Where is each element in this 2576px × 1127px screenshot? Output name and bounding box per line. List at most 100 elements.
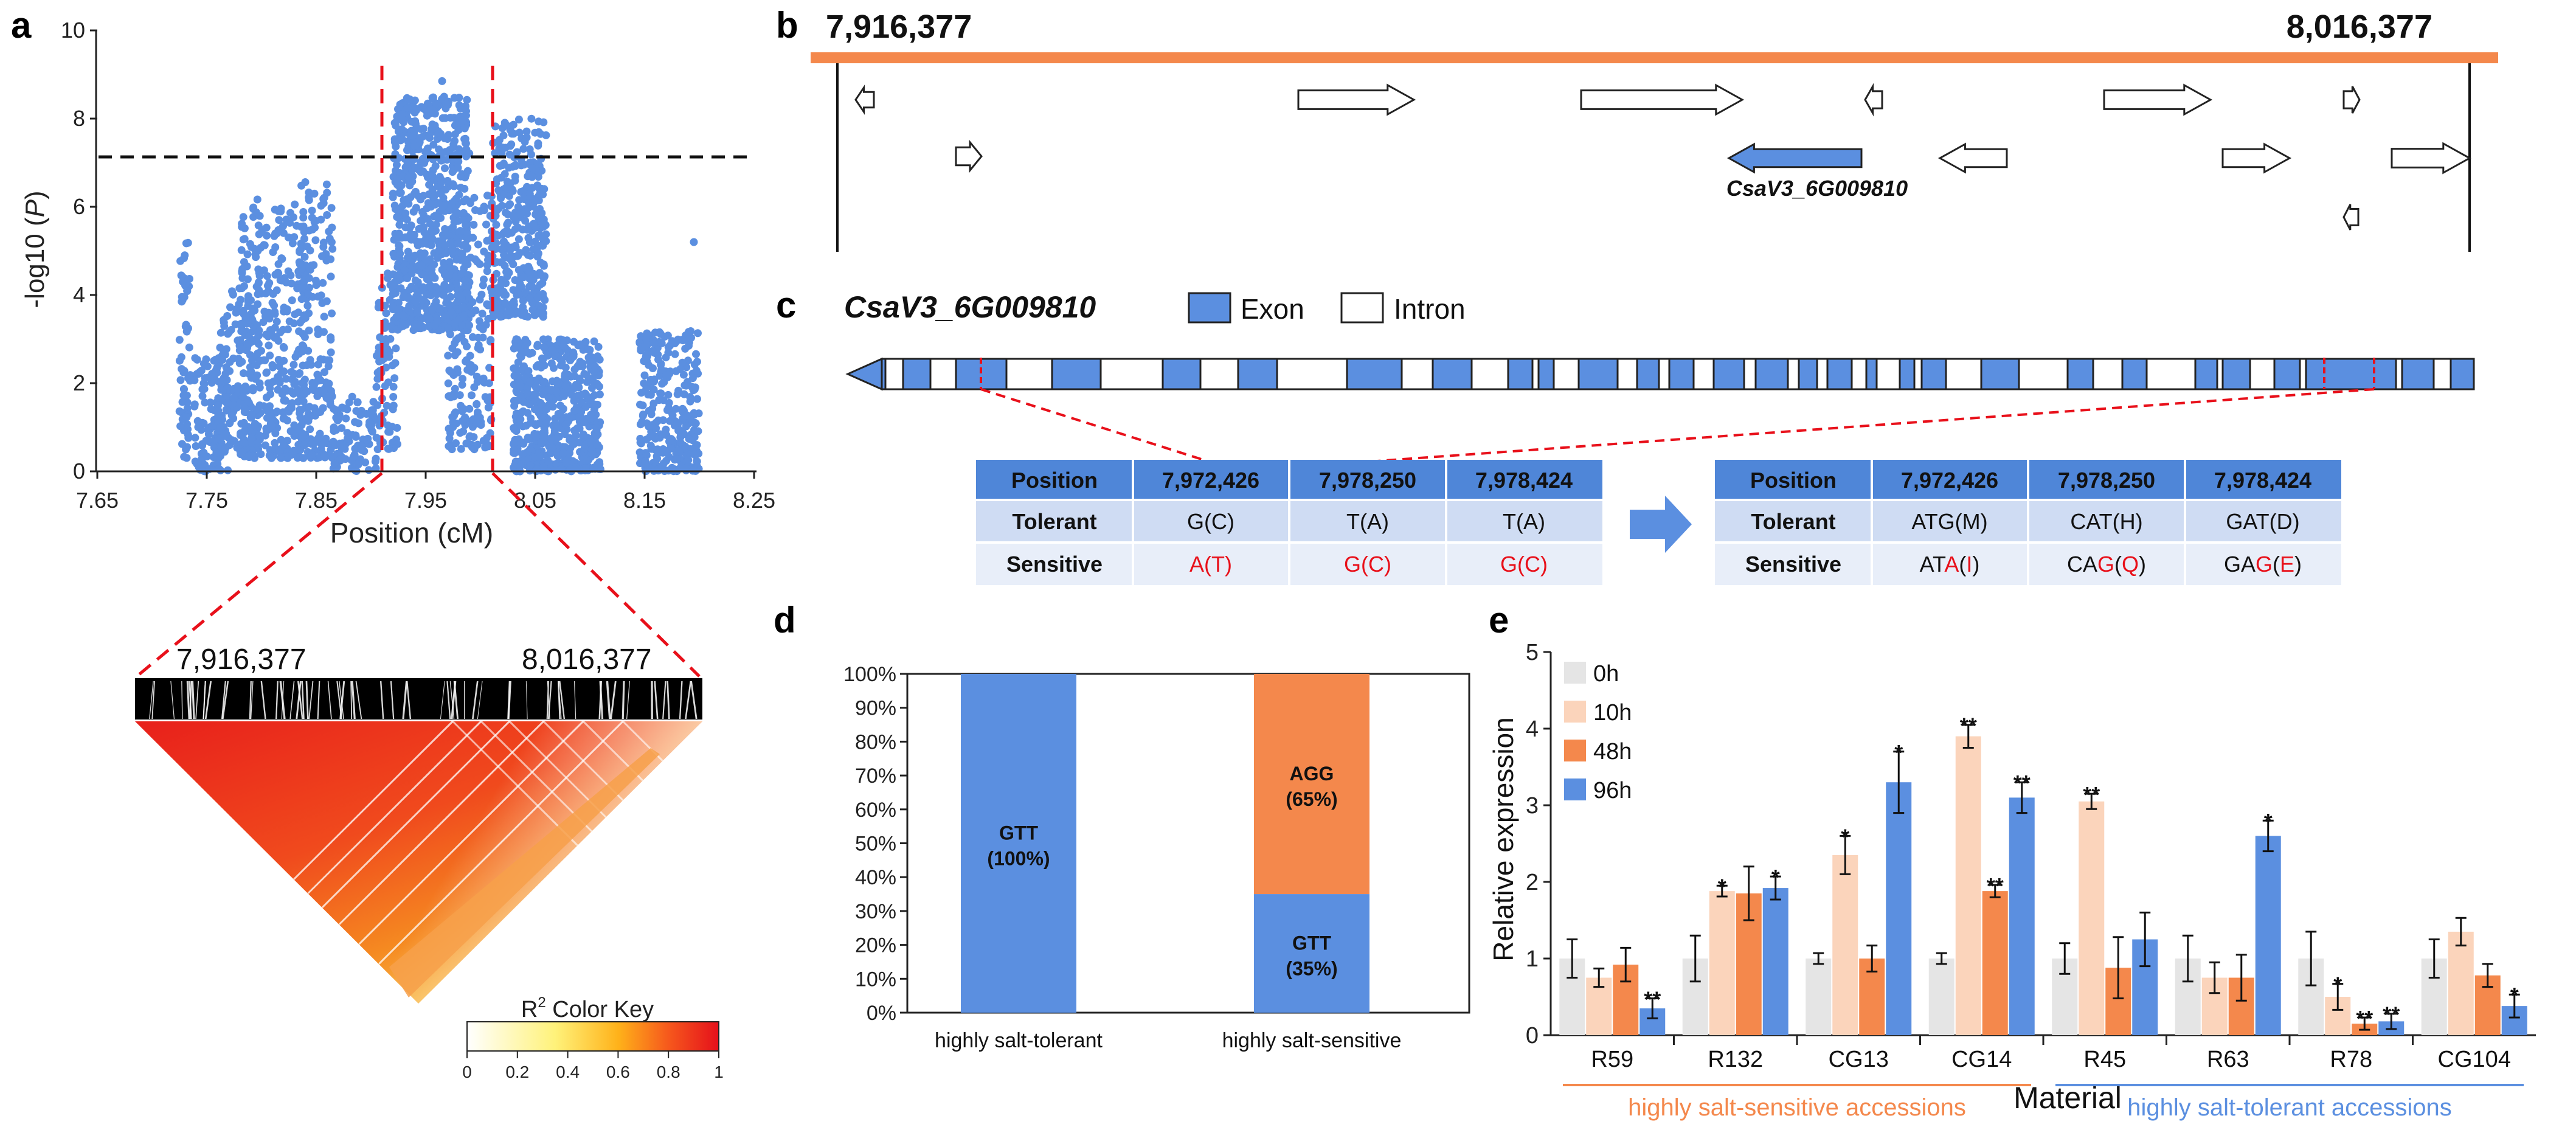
snp-point bbox=[590, 337, 598, 345]
snp-point bbox=[228, 436, 237, 445]
snp-point bbox=[399, 311, 407, 320]
snp-point bbox=[513, 335, 521, 344]
snp-point bbox=[463, 366, 472, 374]
snp-point bbox=[500, 190, 508, 199]
snp-point bbox=[480, 276, 488, 283]
snp-point bbox=[524, 251, 532, 259]
snp-point bbox=[657, 462, 666, 470]
manhattan-x-ticks: 7.65 7.75 7.85 7.95 8.05 8.15 8.25 bbox=[76, 471, 775, 513]
snp-point bbox=[548, 345, 556, 354]
snp-point bbox=[488, 313, 497, 321]
snp-point bbox=[459, 216, 467, 224]
snp-point bbox=[450, 218, 459, 226]
snp-point bbox=[580, 418, 589, 426]
snp-point bbox=[589, 450, 597, 459]
snp-point bbox=[291, 200, 299, 209]
stacked-bars: GTT (100%) GTT (35%) AGG (65%) bbox=[961, 674, 1369, 1013]
snp-point bbox=[281, 396, 289, 404]
gene-arrow bbox=[1937, 142, 2008, 174]
expression-bar bbox=[2255, 836, 2281, 1035]
snp-point bbox=[427, 241, 435, 249]
snp-point bbox=[428, 124, 436, 133]
snp-point bbox=[678, 404, 687, 413]
snp-point bbox=[510, 446, 518, 454]
snp-point bbox=[539, 355, 547, 364]
exon-block bbox=[2066, 358, 2094, 390]
snp-point bbox=[474, 341, 483, 349]
y-tick-label: 90% bbox=[855, 697, 896, 720]
snp-point bbox=[423, 275, 431, 283]
snp-point bbox=[193, 355, 201, 364]
snp-point bbox=[224, 328, 233, 337]
snp-point bbox=[502, 268, 511, 276]
locus-bar bbox=[811, 52, 2498, 63]
snp-point bbox=[436, 189, 445, 198]
snp-point bbox=[445, 206, 454, 215]
snp-point bbox=[444, 100, 452, 109]
table-cell: 7,972,426 bbox=[1901, 468, 1998, 493]
snp-point bbox=[643, 420, 652, 428]
snp-point bbox=[453, 365, 462, 373]
snp-point bbox=[478, 310, 486, 318]
snp-point bbox=[304, 347, 313, 355]
gene-arrow bbox=[2391, 142, 2472, 175]
codon-table: Position 7,972,426 7,978,250 7,978,424 T… bbox=[1715, 460, 2341, 585]
snp-point bbox=[446, 114, 455, 122]
snp-point bbox=[448, 168, 457, 176]
significance-marker: * bbox=[2264, 809, 2273, 834]
snp-point bbox=[540, 185, 549, 193]
expression-bar bbox=[1886, 782, 1912, 1035]
snp-point bbox=[496, 313, 505, 321]
snp-point bbox=[558, 358, 566, 366]
snp-point bbox=[386, 348, 393, 356]
snp-point bbox=[424, 199, 432, 207]
snp-point bbox=[285, 317, 294, 325]
manhattan-y-label: -log10 (P) bbox=[20, 190, 50, 308]
snp-point bbox=[410, 142, 418, 150]
snp-point bbox=[403, 103, 412, 112]
color-key-r: R bbox=[521, 997, 538, 1022]
snp-point bbox=[234, 382, 242, 390]
snp-point bbox=[216, 328, 225, 337]
panel-d-letter: d bbox=[774, 600, 796, 640]
snp-point bbox=[682, 422, 690, 431]
exon-block bbox=[1346, 358, 1403, 390]
snp-point bbox=[330, 459, 339, 468]
exon-block bbox=[1798, 358, 1818, 390]
snp-point bbox=[446, 263, 454, 271]
snp-point bbox=[513, 397, 522, 405]
snp-point bbox=[395, 234, 403, 241]
snp-point bbox=[403, 233, 411, 241]
snp-point bbox=[671, 350, 679, 358]
snp-point bbox=[258, 226, 266, 234]
snp-point bbox=[503, 220, 511, 229]
expression-y-label: Relative expression bbox=[1487, 717, 1519, 961]
snp-point bbox=[501, 299, 510, 307]
snp-point bbox=[272, 317, 281, 326]
snp-point bbox=[437, 175, 445, 184]
snp-point bbox=[373, 375, 382, 383]
snp-point bbox=[511, 217, 520, 226]
snp-point bbox=[673, 455, 681, 463]
snp-point bbox=[588, 384, 596, 392]
snp-point bbox=[303, 387, 311, 396]
snp-point bbox=[246, 363, 254, 372]
snp-point bbox=[240, 235, 249, 243]
snp-point bbox=[465, 321, 473, 330]
snp-point bbox=[239, 213, 248, 221]
snp-point bbox=[407, 117, 416, 126]
snp-point bbox=[456, 227, 465, 235]
table-transition-arrow bbox=[1630, 496, 1692, 553]
snp-point bbox=[243, 340, 252, 348]
color-key-tick-label: 0.4 bbox=[556, 1063, 580, 1081]
snp-point bbox=[246, 240, 254, 248]
snp-point bbox=[297, 265, 306, 273]
genotype-table: Position 7,972,426 7,978,250 7,978,424 T… bbox=[976, 460, 1602, 585]
snp-point bbox=[193, 417, 202, 425]
allele-complement: (C) bbox=[1517, 552, 1548, 577]
snp-point bbox=[520, 362, 528, 370]
manhattan-y-label-suffix: ) bbox=[20, 190, 50, 199]
color-key-tick-label: 0.6 bbox=[606, 1063, 630, 1081]
snp-point bbox=[386, 335, 395, 343]
snp-point bbox=[395, 304, 403, 313]
